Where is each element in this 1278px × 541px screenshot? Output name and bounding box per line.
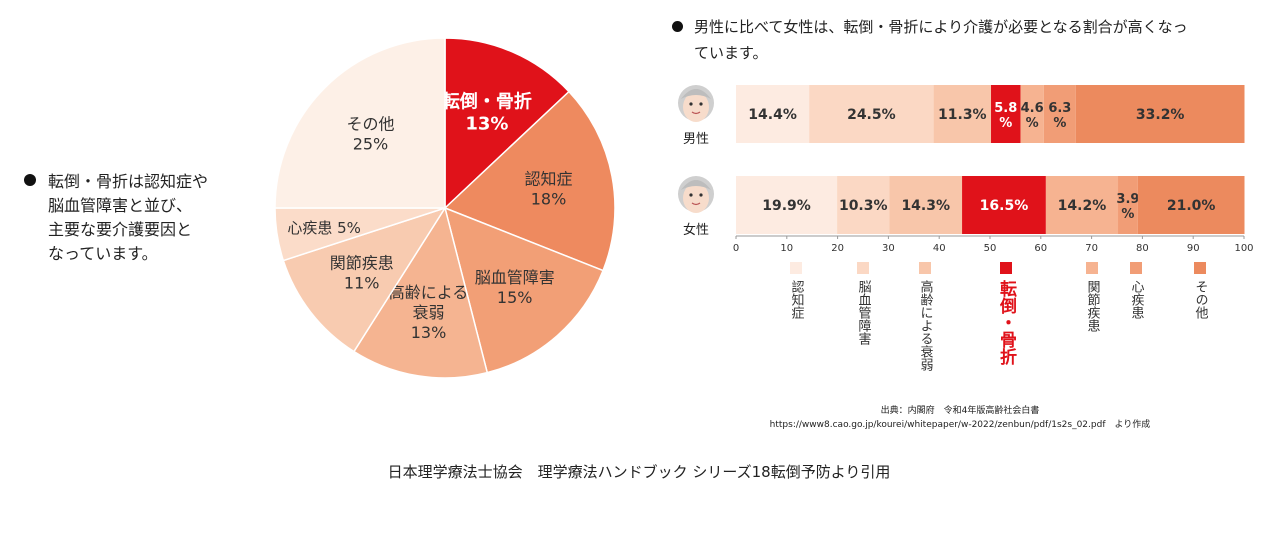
bar-data-label: 24.5%	[847, 107, 896, 123]
bar-segment	[1118, 176, 1138, 234]
bar-data-label: 14.2%	[1058, 198, 1107, 214]
pie-slice-label: 関節疾患	[330, 254, 394, 273]
legend-label: 転倒・骨折	[996, 279, 1018, 366]
legend-label: その他	[1193, 280, 1209, 320]
bar-data-label: 6.3	[1048, 101, 1071, 116]
bar-data-label: 3.9	[1116, 192, 1139, 207]
source-note: 出典：内閣府 令和4年版高齢社会白書 https://www8.cao.go.j…	[700, 404, 1220, 432]
bar-data-label: 16.5%	[980, 198, 1029, 214]
source-url: https://www8.cao.go.jp/kourei/whitepaper…	[769, 420, 1151, 430]
male-avatar-icon	[678, 85, 714, 122]
x-tick-label: 30	[882, 243, 895, 254]
legend-swatch	[1130, 262, 1142, 274]
bar-data-label: 5.8	[994, 101, 1017, 116]
bar-chart-caption-line: 男性に比べて女性は、転倒・骨折により介護が必要となる割合が高くなっ	[694, 18, 1188, 36]
pie-slice-label: その他	[346, 114, 394, 133]
x-tick-label: 0	[733, 243, 739, 254]
pie-slice-value: 13%	[465, 113, 508, 134]
bar-segment	[837, 176, 890, 234]
pie-slice-value: 25%	[353, 134, 389, 153]
left-note-line: 転倒・骨折は認知症や	[48, 172, 209, 191]
citation: 日本理学療法士協会 理学療法ハンドブック シリーズ18転倒予防より引用	[387, 463, 891, 481]
bar-segment	[736, 85, 810, 143]
legend-swatch	[790, 262, 802, 274]
bar-segment	[889, 176, 963, 234]
left-note: 転倒・骨折は認知症や 脳血管障害と並び、 主要な要介護要因と なっています。	[24, 170, 244, 266]
pie-slice-value: 15%	[497, 288, 533, 307]
bar-data-label: 11.3%	[938, 107, 987, 123]
x-tick-label: 100	[1234, 243, 1253, 254]
x-tick-label: 60	[1034, 243, 1047, 254]
legend-swatch	[857, 262, 869, 274]
legend-label: 認知症	[789, 279, 805, 319]
legend-swatch	[919, 262, 931, 274]
left-note-line: 脳血管障害と並び、	[48, 196, 193, 215]
bar-data-label: %	[999, 116, 1012, 131]
bar-segment	[809, 85, 934, 143]
bar-category-label: 男性	[683, 132, 709, 147]
legend-swatch	[1086, 262, 1098, 274]
bar-data-label: 19.9%	[762, 198, 811, 214]
legend-swatch	[1194, 262, 1206, 274]
x-tick-label: 50	[984, 243, 997, 254]
care-cause-pie-chart: 転倒・骨折13%認知症18%脳血管障害15%高齢による衰弱13%関節疾患11%心…	[274, 37, 616, 379]
pie-slice-value: 11%	[344, 274, 380, 293]
legend-label: 関節疾患	[1085, 280, 1101, 332]
legend-label: 脳血管障害	[856, 280, 872, 346]
pie-slice-label: 衰弱	[413, 303, 445, 322]
bullet-icon	[24, 174, 36, 186]
x-tick-label: 40	[933, 243, 946, 254]
bar-segment	[1020, 85, 1044, 143]
bar-data-label: 14.3%	[901, 198, 950, 214]
bar-segment	[1043, 85, 1076, 143]
legend-label: 高齢による衰弱	[918, 279, 934, 371]
bar-segment	[736, 176, 838, 234]
bar-segment	[933, 85, 992, 143]
bar-data-label: 33.2%	[1136, 107, 1185, 123]
pie-slice	[444, 37, 570, 210]
bar-data-label: %	[1026, 116, 1039, 131]
bar-segment	[1137, 176, 1245, 234]
left-note-line: なっています。	[48, 244, 158, 263]
pie-slice-label: 認知症	[525, 169, 573, 188]
source-line: 出典：内閣府 令和4年版高齢社会白書	[880, 406, 1040, 416]
bar-chart-caption-line: ています。	[694, 44, 768, 62]
pie-slice-value: 13%	[411, 323, 447, 342]
x-tick-label: 10	[780, 243, 793, 254]
bar-data-label: 10.3%	[839, 198, 888, 214]
bar-data-label: %	[1053, 116, 1066, 131]
bar-segment	[1075, 85, 1245, 143]
bar-data-label: 14.4%	[748, 107, 797, 123]
bar-segment	[962, 176, 1046, 234]
x-tick-label: 90	[1187, 243, 1200, 254]
x-tick-label: 20	[831, 243, 844, 254]
female-avatar-icon	[678, 176, 714, 213]
pie-slice-label: 脳血管障害	[475, 268, 555, 287]
pie-slice	[443, 206, 605, 374]
pie-slice-value: 18%	[531, 189, 567, 208]
legend-swatch	[1000, 262, 1012, 274]
left-note-line: 主要な要介護要因と	[48, 220, 193, 239]
pie-slice	[274, 37, 446, 209]
bar-chart-caption: 男性に比べて女性は、転倒・骨折により介護が必要となる割合が高くなっ ています。	[672, 14, 1272, 66]
bar-segment	[1045, 176, 1119, 234]
bar-segment	[991, 85, 1021, 143]
pie-slice-label: 高齢による	[389, 283, 469, 302]
pie-slice-label: 転倒・骨折	[442, 90, 532, 112]
bar-data-label: %	[1121, 207, 1134, 222]
pie-slice	[352, 206, 489, 379]
x-tick-label: 80	[1136, 243, 1149, 254]
x-tick-label: 70	[1085, 243, 1098, 254]
bullet-icon	[672, 21, 683, 32]
pie-slice	[282, 206, 447, 353]
bar-category-label: 女性	[683, 222, 709, 238]
bar-data-label: 21.0%	[1167, 198, 1216, 214]
bar-data-label: 4.6	[1021, 101, 1044, 116]
pie-slice-label: 心疾患 5%	[287, 219, 361, 237]
pie-slice	[443, 90, 616, 272]
legend-label: 心疾患	[1129, 280, 1145, 319]
